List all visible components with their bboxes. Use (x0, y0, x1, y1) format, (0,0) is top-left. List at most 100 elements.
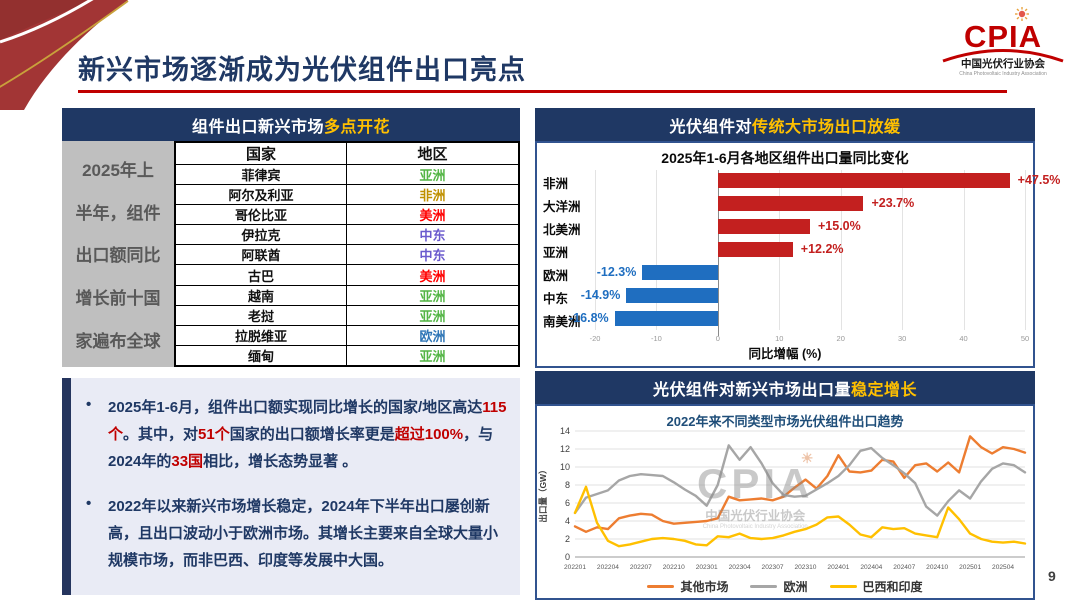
bar-panel-header-text: 光伏组件对 (669, 118, 752, 136)
sunburst-icon (1015, 7, 1029, 21)
table-side-label-line: 增长前十国 (75, 289, 161, 309)
table-side-label-line: 半年，组件 (75, 203, 161, 223)
table-panel-header-highlight: 多点开花 (324, 118, 391, 136)
table-cell-region: 非洲 (419, 188, 446, 204)
bar-chart-category-label: 欧洲 (543, 269, 569, 283)
table-cell-country: 老挝 (176, 305, 347, 325)
page-title: 新兴市场逐渐成为光伏组件出口亮点 (78, 55, 526, 85)
bullet-list: • 2025年1-6月，组件出口额实现同比增长的国家/地区高达115个。其中，对5… (86, 394, 510, 592)
line-chart-y-tick-label: 2 (565, 534, 570, 544)
table-cell-region: 中东 (419, 248, 446, 264)
table-cell-country: 越南 (176, 285, 347, 305)
line-panel-header-highlight: 稳定增长 (851, 381, 918, 399)
logo-arc (942, 49, 1064, 63)
table-cell-country: 菲律宾 (176, 165, 347, 185)
logo-org-name-en: China Photovoltaic Industry Association (959, 71, 1047, 77)
legend-item: 巴西和印度 (829, 578, 923, 595)
page-number: 9 (1048, 568, 1056, 584)
country-region-table: 国家 地区 菲律宾 亚洲 阿尔及利亚 非洲 哥伦比亚 美洲 伊拉克 中东 阿联酋 中东 古巴 美洲 越南 亚洲… (174, 141, 520, 367)
bar-chart-gridline (656, 170, 658, 330)
table-cell-region: 亚洲 (419, 348, 446, 364)
legend-label: 其他市场 (680, 580, 729, 594)
bar-chart-category-label: 亚洲 (543, 246, 569, 260)
line-chart-x-tick-label: 202501 (959, 564, 981, 571)
bar-chart-value-label: -12.3% (596, 265, 637, 279)
table-row: 古巴 美洲 (176, 265, 518, 286)
legend-label: 巴西和印度 (862, 580, 923, 594)
bar-chart-category-label: 北美洲 (543, 223, 581, 237)
table-row: 伊拉克 中东 (176, 225, 518, 246)
table-cell-country: 伊拉克 (176, 225, 347, 245)
bar-chart-value-label: -16.8% (569, 311, 609, 325)
bar-chart-x-tick-label: 0 (715, 334, 720, 343)
line-chart-y-tick-label: 12 (560, 444, 570, 454)
bar-chart-x-tick-label: 40 (959, 334, 968, 343)
table-cell-country: 缅甸 (176, 345, 347, 365)
cpia-logo: CPIA 中国光伏行业协会 China Photovoltaic Industr… (938, 6, 1068, 83)
table-cell-region: 亚洲 (419, 168, 446, 184)
bar-chart-bar (626, 288, 718, 303)
table-row: 缅甸 亚洲 (176, 345, 518, 365)
table-side-label-line: 家遍布全球 (75, 332, 161, 352)
table-panel-header: 组件出口新兴市场 多点开花 (62, 108, 520, 141)
table-side-label-line: 出口额同比 (75, 246, 161, 266)
bar-panel-header: 光伏组件对 传统大市场出口放缓 (535, 108, 1035, 141)
line-chart-x-tick-label: 202307 (762, 564, 784, 571)
bar-chart-bar (717, 173, 1010, 188)
table-cell-region: 欧洲 (419, 328, 446, 344)
bar-chart-plot: -20 -10 0 10 20 30 40 50 非洲 +47.5% 大洋洲 +23.7% 北美洲 +15… (537, 170, 1060, 347)
table-row: 阿联酋 中东 (176, 245, 518, 266)
bar-chart-x-tick-label: 30 (897, 334, 907, 343)
cpia-logo-graphic: CPIA 中国光伏行业协会 China Photovoltaic Industr… (942, 7, 1064, 77)
bar-chart-gridline (595, 170, 596, 330)
bar-chart-bar (642, 265, 718, 280)
table-column-header: 国家 (176, 143, 347, 164)
line-chart-area: 2022年来不同类型市场光伏组件出口趋势 0 2 4 6 8 10 12 14 202201 20… (535, 404, 1035, 600)
bar-chart-gridline (840, 170, 842, 330)
line-chart-y-tick-label: 8 (565, 480, 570, 490)
table-cell-region: 亚洲 (419, 308, 446, 324)
bullet-item: • 2022年以来新兴市场增长稳定，2024年下半年出口屡创新高，且出口波动小于欧… (86, 493, 510, 574)
line-chart-x-tick-label: 202210 (663, 564, 685, 571)
table-header-row: 国家 地区 (176, 143, 518, 165)
table-cell-country: 古巴 (176, 265, 347, 285)
line-chart-x-tick-label: 202404 (860, 564, 882, 571)
line-chart-series-其他市场 (573, 435, 1027, 534)
legend-swatch (647, 585, 675, 588)
table-cell-region: 亚洲 (419, 288, 446, 304)
line-chart-x-tick-label: 202204 (597, 564, 619, 571)
line-chart-y-axis-label: 出口量（GW） (538, 465, 548, 522)
summary-bullets-panel: • 2025年1-6月，组件出口额实现同比增长的国家/地区高达115个。其中，对5… (62, 378, 520, 595)
bar-chart-category-label: 非洲 (543, 177, 569, 191)
legend-swatch (750, 585, 778, 588)
line-chart-legend: 其他市场 欧洲 巴西和印度 (537, 578, 1033, 595)
bar-chart-value-label: +23.7% (871, 196, 915, 210)
line-chart-x-tick-label: 202401 (827, 564, 849, 571)
bullet-item: • 2025年1-6月，组件出口额实现同比增长的国家/地区高达115个。其中，对5… (86, 394, 510, 475)
line-panel-header-text: 光伏组件对新兴市场出口量 (652, 381, 851, 399)
bar-chart-gridline (902, 170, 904, 330)
bar-chart-category-label: 大洋洲 (543, 200, 581, 214)
table-cell-country: 阿联酋 (176, 245, 347, 265)
legend-swatch (829, 585, 857, 588)
corner-ribbon-decoration (0, 0, 129, 110)
bar-chart-title: 2025年1-6月各地区组件出口量同比变化 (661, 150, 909, 166)
table-row: 老挝 亚洲 (176, 305, 518, 326)
bar-chart-gridline (1025, 170, 1026, 330)
line-chart-x-tick-label: 202504 (992, 564, 1014, 571)
line-chart-plot: 0 2 4 6 8 10 12 14 202201 202204 202207 202210 20230… (538, 427, 1027, 571)
line-panel-header: 光伏组件对新兴市场出口量 稳定增长 (535, 371, 1035, 404)
bar-chart-bar (717, 242, 793, 257)
bar-chart-x-axis-label: 同比增幅 (%) (748, 347, 822, 361)
emerging-markets-table-panel: 组件出口新兴市场 多点开花 2025年上 半年，组件 出口额同比 增长前十国 家遍布全球… (62, 108, 520, 367)
bar-chart-x-tick-label: 20 (836, 334, 845, 343)
bar-chart-bar (614, 311, 718, 326)
bullet-marker: • (86, 495, 92, 512)
line-chart-series-欧洲 (573, 444, 1027, 517)
bar-chart-value-label: +12.2% (800, 242, 844, 256)
bullets-accent-bar (62, 378, 71, 595)
logo-org-name-cn: 中国光伏行业协会 (961, 57, 1045, 70)
line-chart-x-tick-label: 202301 (696, 564, 718, 571)
bar-chart-value-label: +47.5% (1017, 173, 1061, 187)
line-chart-x-tick-label: 202201 (564, 564, 586, 571)
